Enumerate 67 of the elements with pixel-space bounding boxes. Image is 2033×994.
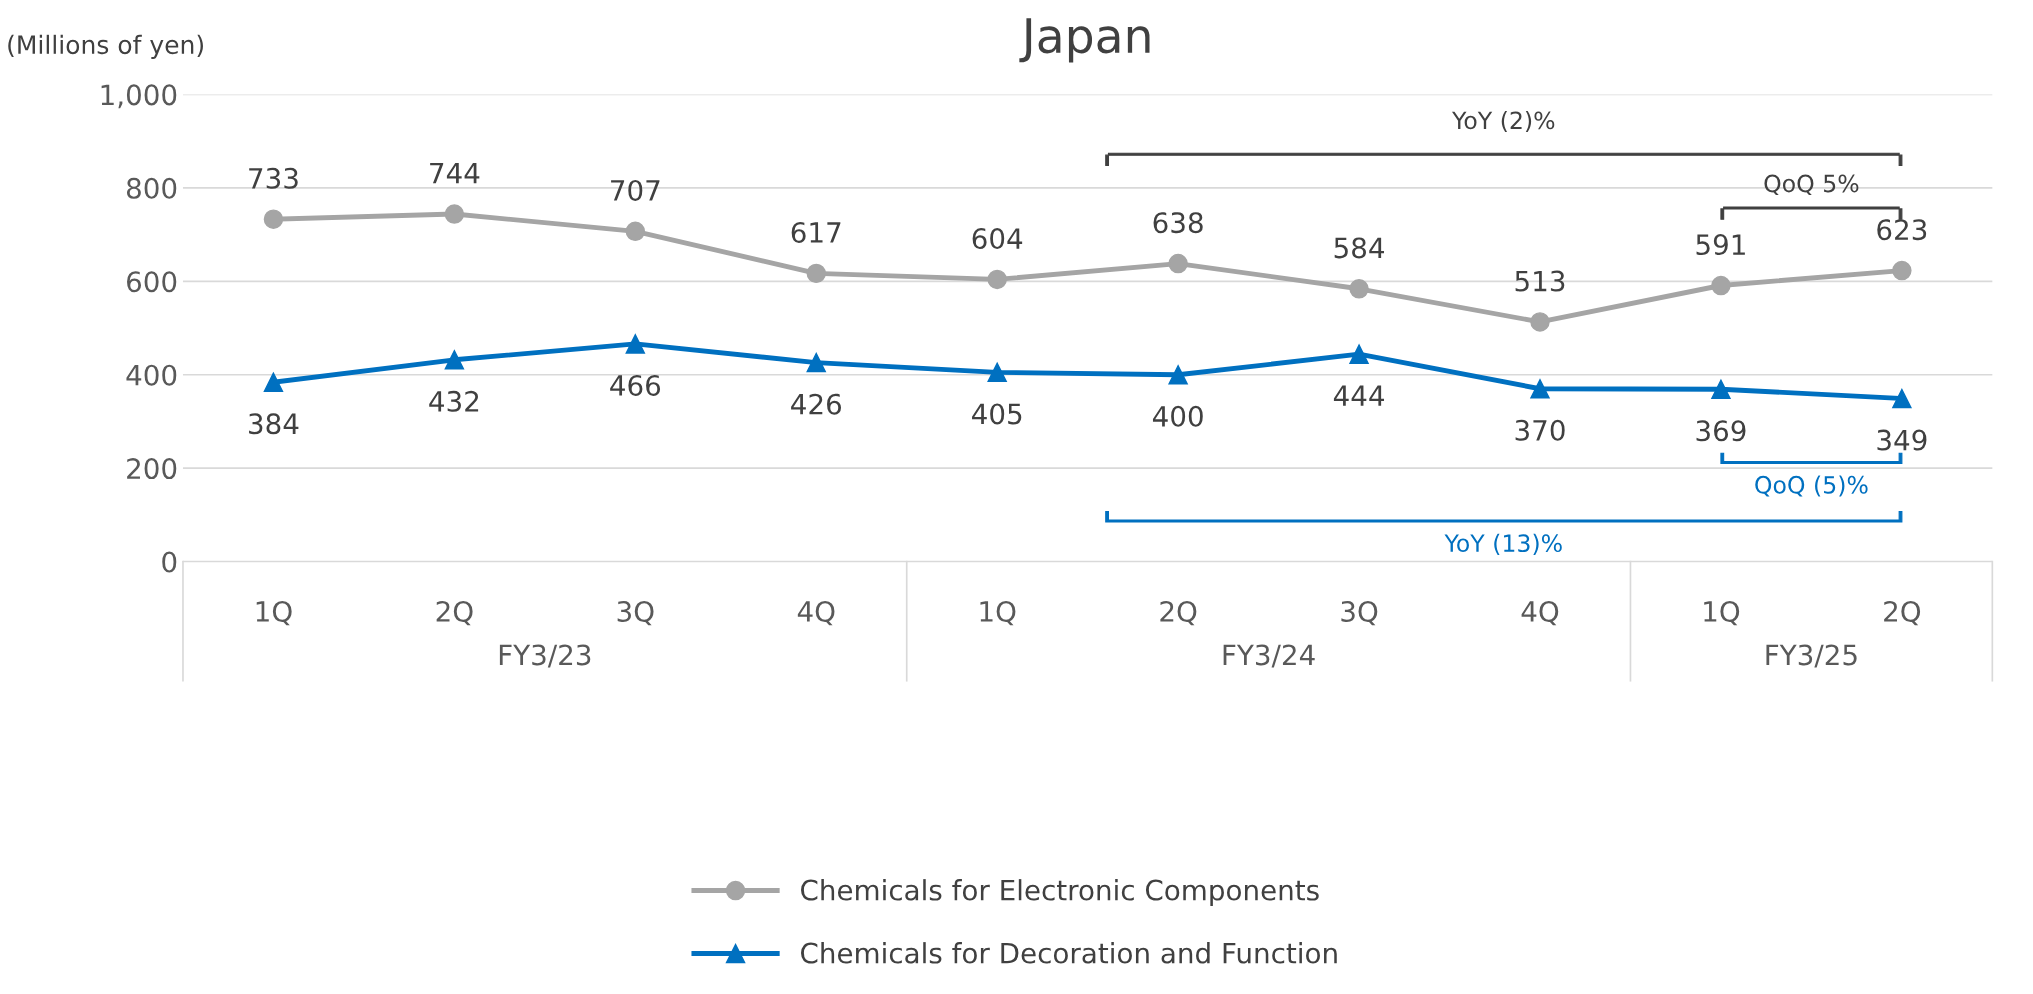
y-tick-label: 200	[127, 458, 177, 480]
point	[1711, 379, 1731, 399]
data-label: 432	[429, 390, 479, 412]
point	[1349, 344, 1369, 364]
data-label: 513	[1515, 270, 1565, 292]
point	[987, 269, 1007, 290]
y-tick-label: 600	[127, 271, 177, 293]
data-label: 733	[249, 167, 298, 189]
legend-label: Chemicals for Decoration and Function	[801, 942, 1337, 964]
data-label: 466	[610, 374, 661, 396]
y-tick-label: 0	[162, 551, 177, 573]
data-label: 426	[791, 393, 842, 415]
x-tick-label: 2Q	[1884, 600, 1921, 626]
data-label: 707	[611, 179, 660, 201]
x-tick-label: 1Q	[256, 600, 292, 626]
point	[806, 263, 826, 284]
point	[1892, 260, 1912, 281]
data-label: 604	[972, 228, 1023, 250]
x-tick-label: 2Q	[436, 600, 473, 626]
annotation: QoQ (5)%	[1755, 475, 1868, 497]
x-tick-label: 1Q	[1704, 600, 1740, 626]
annotation: YoY (13)%	[1444, 533, 1562, 555]
legend-label: Chemicals for Electronic Components	[801, 879, 1319, 907]
point	[1168, 365, 1188, 385]
data-label: 623	[1877, 219, 1927, 241]
x-tick-label: 2Q	[1160, 600, 1197, 626]
data-label: 444	[1333, 385, 1385, 406]
y-tick-label: 800	[126, 177, 177, 199]
y-tick-label: 400	[126, 364, 177, 386]
point	[1711, 275, 1731, 296]
point	[444, 350, 465, 370]
point	[1349, 279, 1369, 299]
point	[1530, 312, 1550, 332]
point	[263, 372, 284, 392]
data-label: 617	[791, 221, 841, 243]
annotation: YoY (2)%	[1451, 111, 1555, 133]
point	[806, 352, 826, 373]
data-label: 349	[1877, 429, 1927, 451]
y-axis-title: (Millions of yen)	[8, 34, 203, 59]
point	[987, 362, 1007, 383]
x-tick-label: 3Q	[617, 600, 654, 626]
data-label: 744	[430, 163, 480, 184]
point	[1530, 379, 1550, 399]
text: FY3/25	[1766, 644, 1857, 668]
data-label: 370	[1515, 419, 1565, 441]
point	[263, 209, 284, 229]
data-label: 591	[1696, 234, 1745, 256]
text: FY3/24	[1223, 644, 1315, 668]
data-label: 369	[1696, 420, 1746, 442]
annotation: QoQ 5%	[1764, 174, 1859, 196]
point	[625, 334, 646, 354]
y-tick-label: 1,000	[101, 84, 177, 109]
data-label: 638	[1153, 212, 1203, 234]
data-label: 384	[249, 413, 299, 435]
data-label: 405	[972, 403, 1022, 425]
point	[1168, 253, 1188, 274]
x-tick-label: 3Q	[1341, 600, 1378, 626]
text: FY3/23	[499, 644, 591, 668]
x-tick-label: 4Q	[1521, 600, 1559, 626]
x-tick-label: 1Q	[980, 600, 1016, 626]
chart-title: Japan	[1019, 18, 1150, 63]
point	[1892, 388, 1912, 409]
point	[444, 204, 465, 224]
point	[625, 221, 646, 242]
data-label: 400	[1152, 405, 1203, 427]
x-tick-label: 4Q	[797, 600, 835, 626]
data-label: 584	[1334, 237, 1385, 259]
